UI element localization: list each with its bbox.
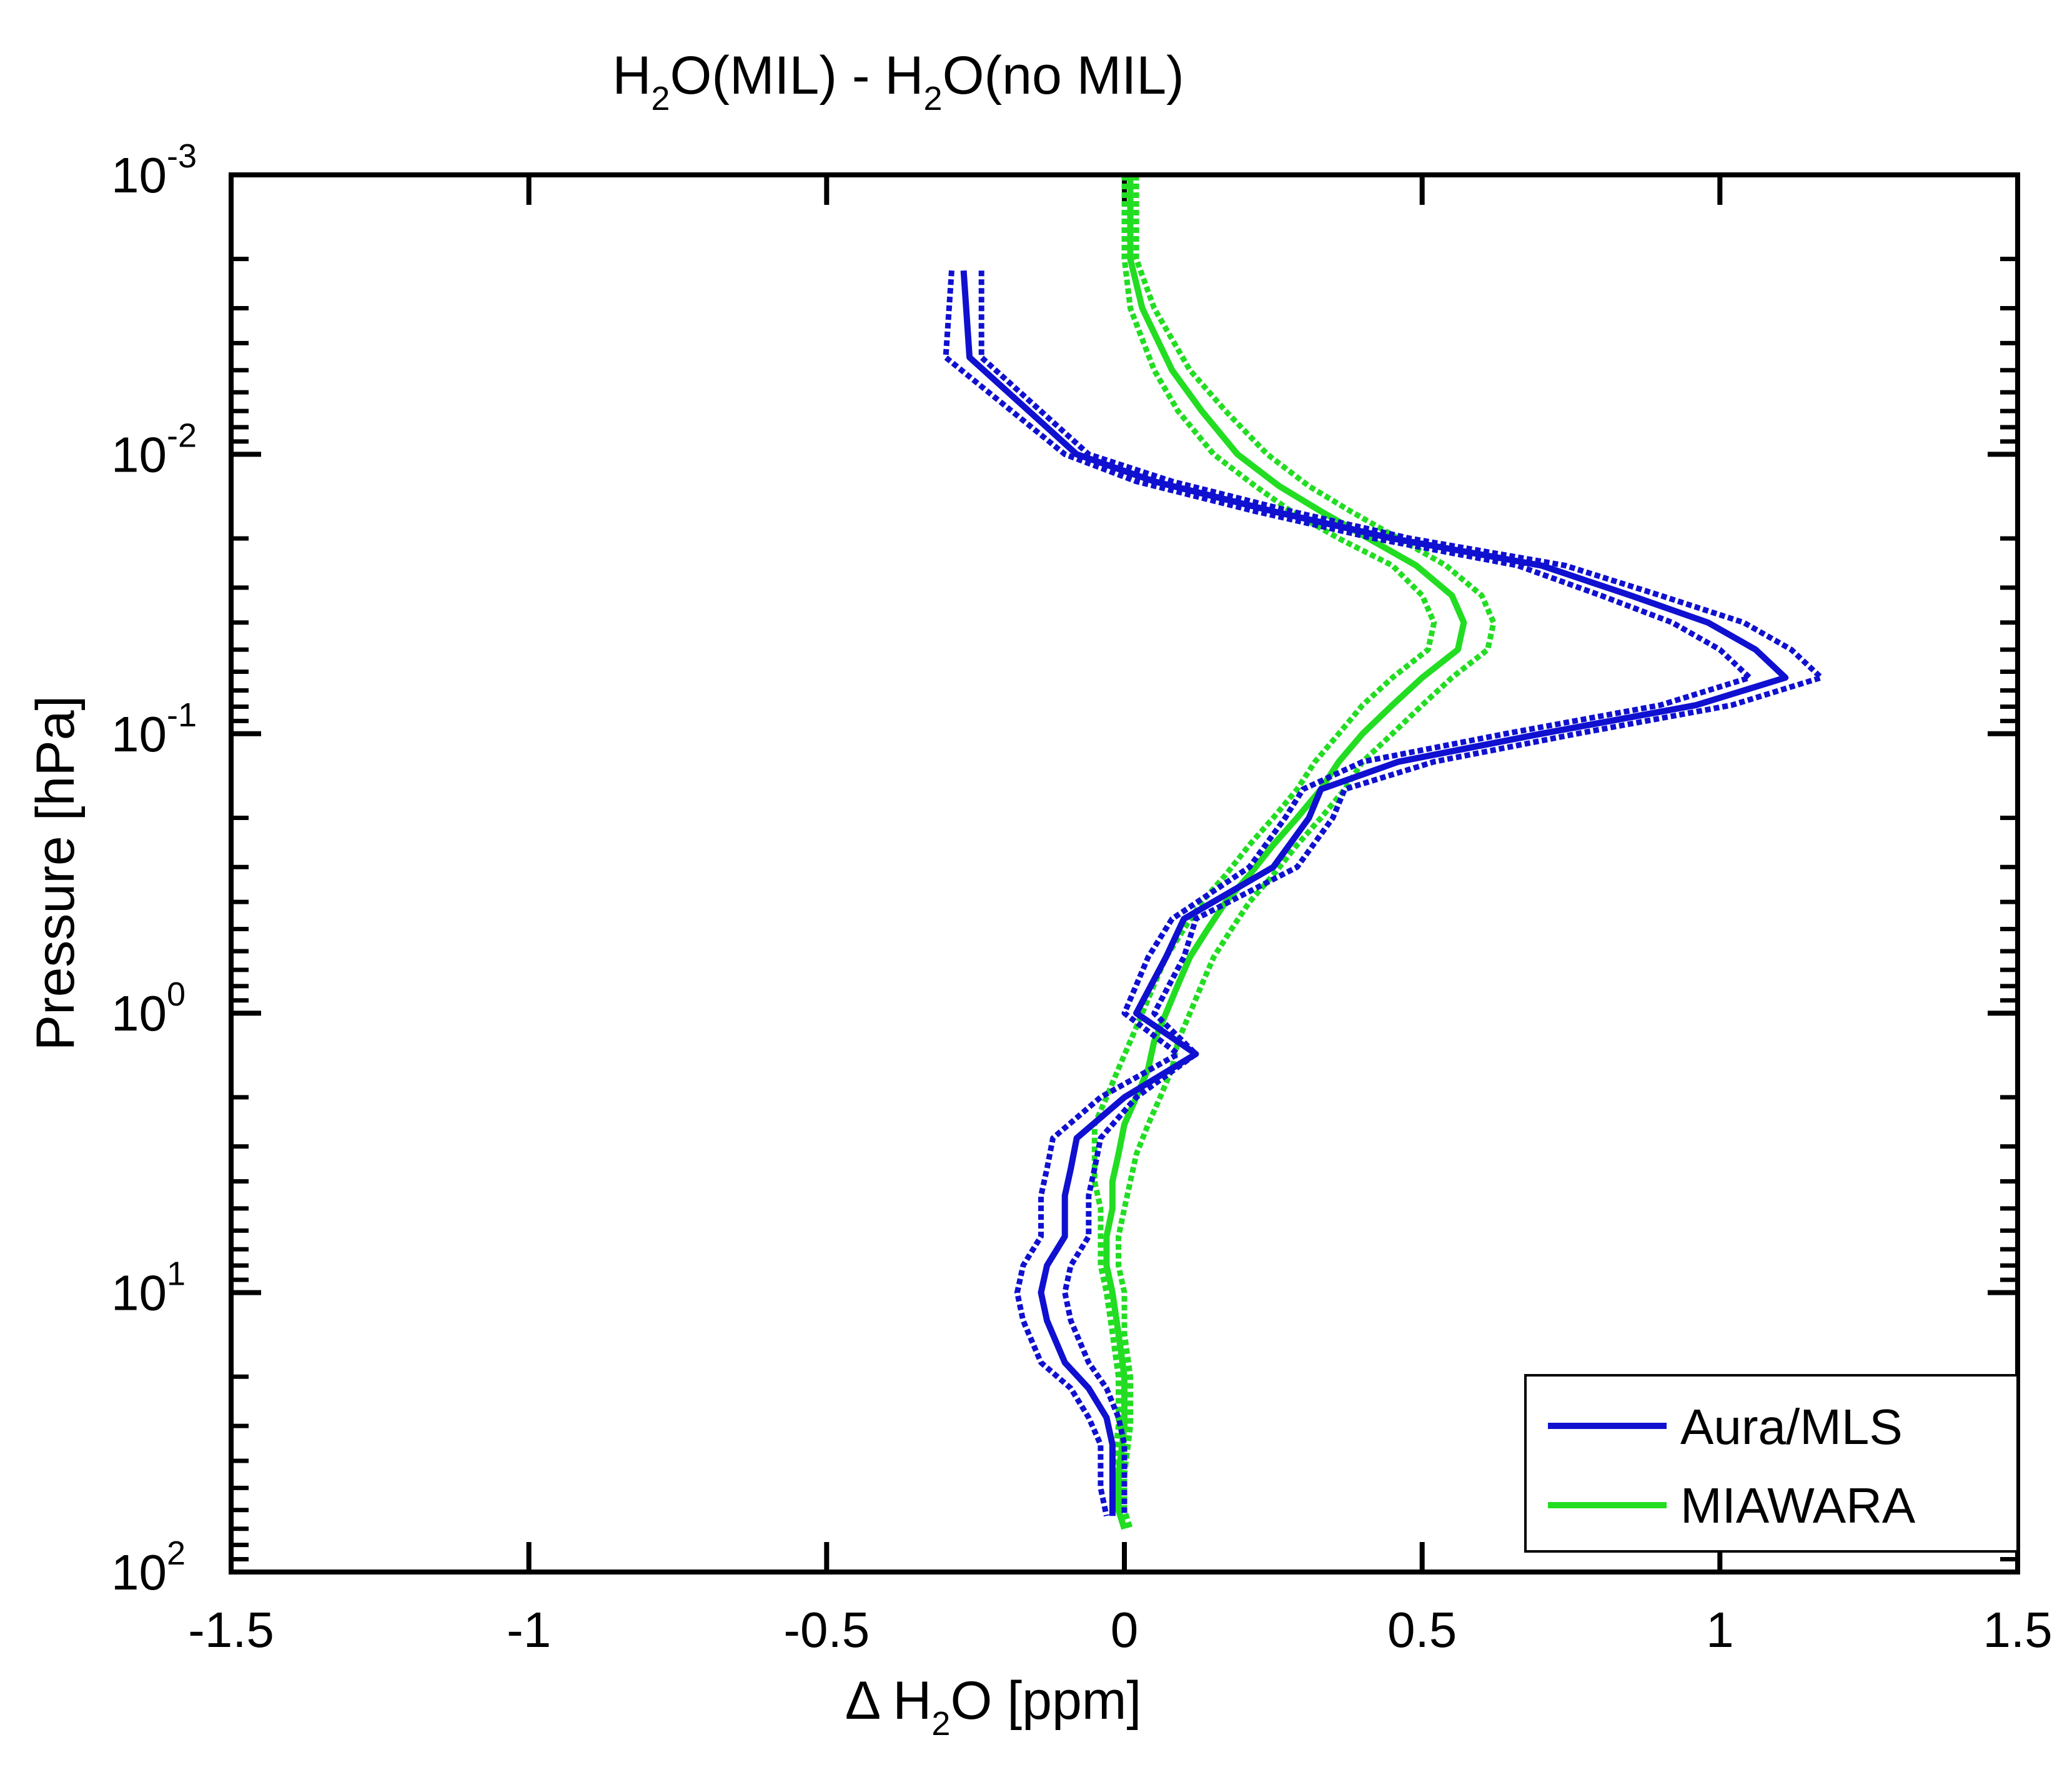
legend-box [1524,1374,2019,1553]
y-tick-exponent: 1 [167,1255,186,1293]
y-tick-base: 10 [111,427,167,482]
y-tick-base: 10 [111,1265,167,1321]
title-sub1: 2 [651,80,670,117]
x-tick-label: -0.5 [783,1602,870,1658]
y-tick-exponent: 2 [167,1535,186,1572]
chart-title: H2O(MIL) - H2O(no MIL) [612,46,1184,117]
y-tick-exponent: -3 [167,137,197,175]
legend: Aura/MLS MIAWARA [1524,1374,2019,1553]
y-tick-exponent: -1 [167,696,197,734]
title-sub2: 2 [924,80,943,117]
xlabel-prefix: Δ H [845,1671,932,1731]
legend-label-miawara: MIAWARA [1680,1478,1916,1533]
y-tick-base: 10 [111,1545,167,1600]
y-axis-label: Pressure [hPa] [26,696,86,1051]
y-tick-base: 10 [111,986,167,1041]
y-tick-label: 100 [111,976,186,1041]
x-tick-label: 1 [1706,1602,1734,1658]
aura-mls-upper-bound-line [978,270,1824,1516]
x-tick-label: 0.5 [1387,1602,1457,1658]
y-tick-base: 10 [111,706,167,762]
x-tick-label: 1.5 [1983,1602,2052,1658]
xlabel-sub: 2 [931,1705,950,1743]
y-tick-base: 10 [111,147,167,203]
legend-label-aura-mls: Aura/MLS [1680,1399,1903,1455]
x-tick-label: 0 [1111,1602,1139,1658]
y-tick-label: 10-1 [111,696,197,762]
y-tick-exponent: 0 [167,976,186,1013]
title-prefix: H [612,46,651,106]
title-suffix: O(no MIL) [943,46,1184,106]
x-axis-label: Δ H2O [ppm] [845,1671,1142,1743]
x-tick-label: -1.5 [188,1602,274,1658]
miawara-upper-bound-line [1116,175,1497,1530]
xlabel-suffix: O [ppm] [950,1671,1141,1731]
title-mid: O(MIL) - H [670,46,923,106]
aura-mls-lower-bound-line [943,270,1753,1517]
series-layer [943,175,1824,1530]
aura-mls-mean-line [960,270,1789,1516]
y-tick-label: 101 [111,1255,186,1321]
x-tick-label: -1 [507,1602,551,1658]
y-tick-exponent: -2 [167,417,197,454]
plot-frame [229,172,2020,1575]
y-tick-label: 102 [111,1535,186,1600]
y-tick-label: 10-2 [111,417,197,482]
y-tick-label: 10-3 [111,137,197,203]
